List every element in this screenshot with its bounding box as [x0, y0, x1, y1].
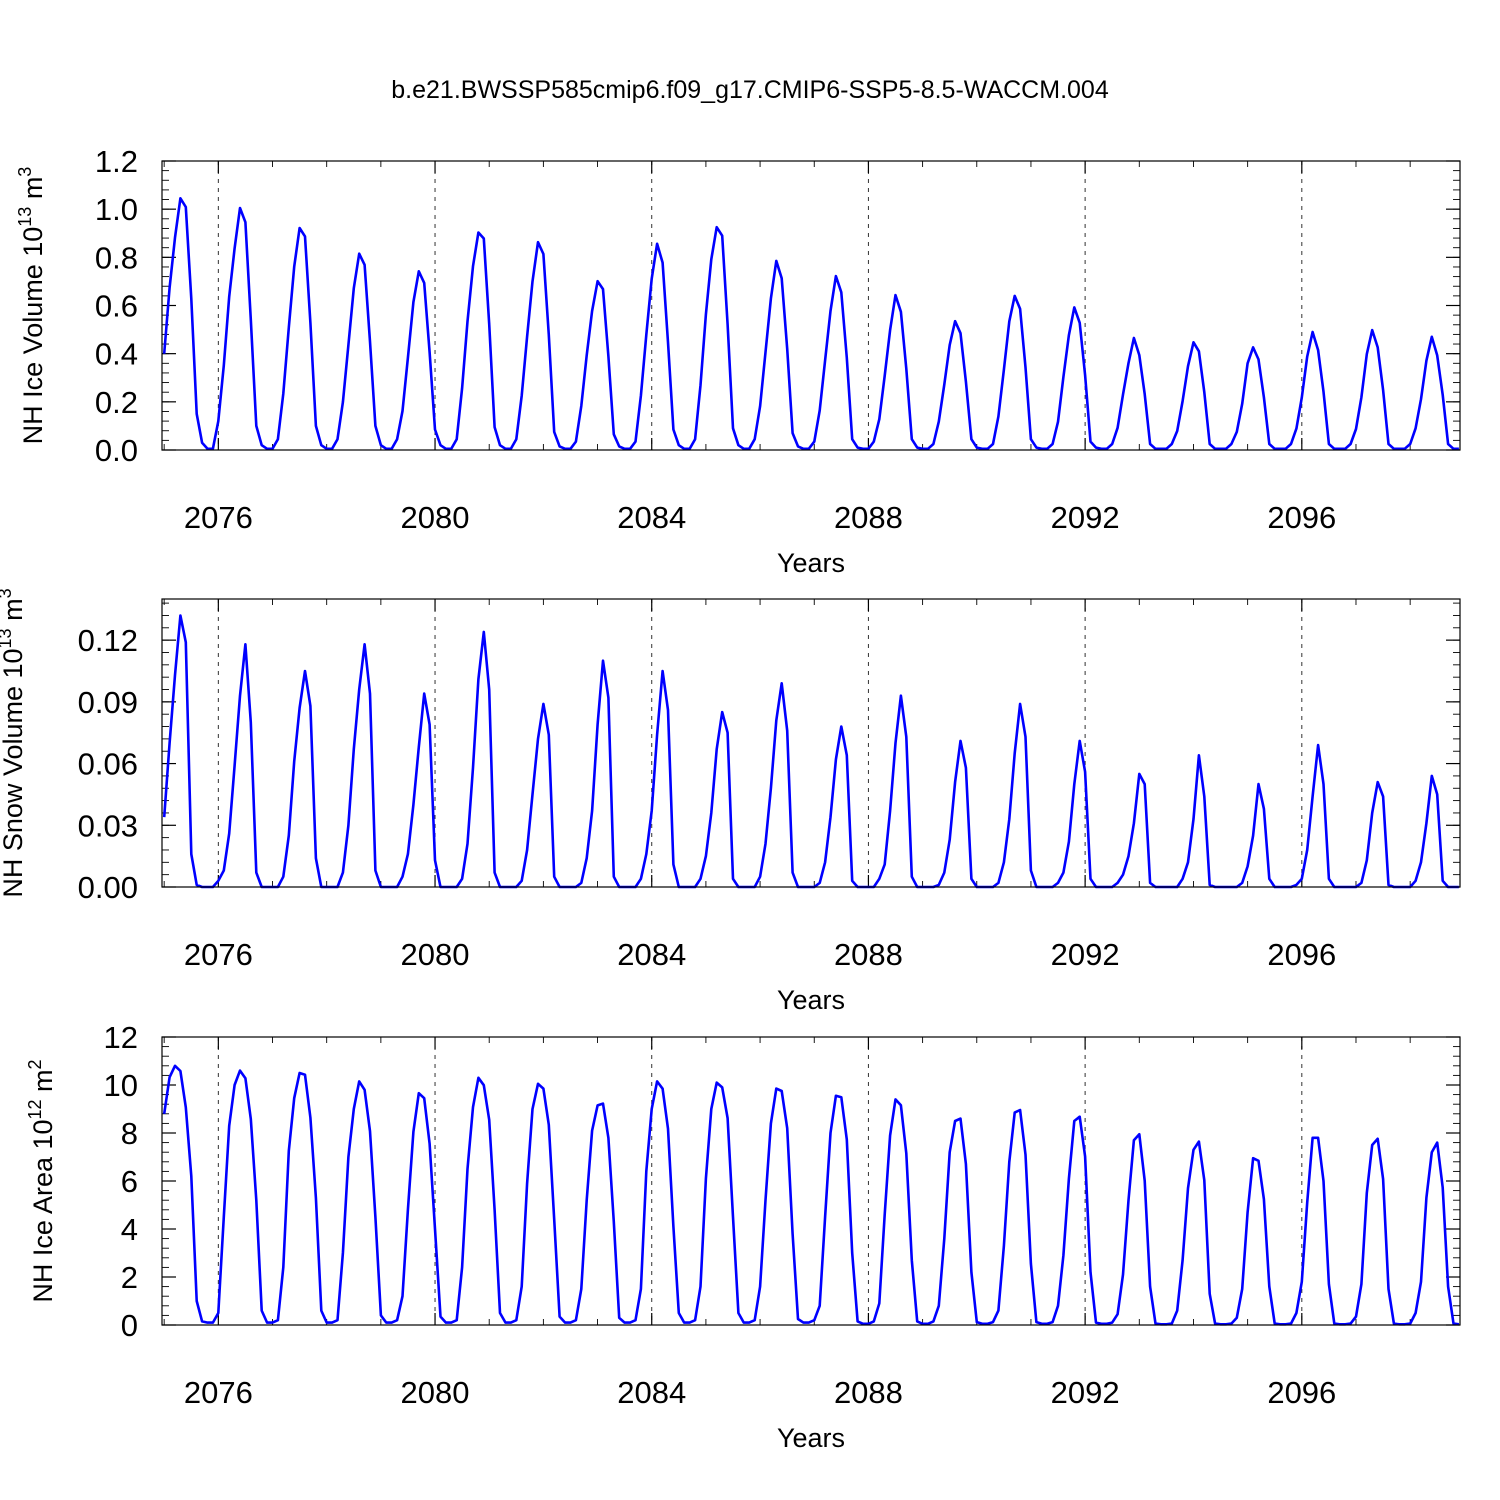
snow-volume-y-tick-label: 0.00	[78, 870, 138, 905]
ice-volume-x-tick-label: 2096	[1267, 500, 1336, 535]
ice-area-y-tick-label: 2	[121, 1260, 138, 1295]
snow-volume-series-line	[162, 614, 1459, 889]
ice-volume-y-tick-label: 0.2	[95, 385, 138, 420]
ice-volume-y-tick-label: 0.0	[95, 433, 138, 468]
ice-area-x-tick-label: 2076	[184, 1375, 253, 1410]
ice-area-y-tick-label: 0	[121, 1308, 138, 1343]
snow-volume-y-tick-label: 0.09	[78, 685, 138, 720]
ice-volume-y-axis-label: NH Ice Volume 1013 m3	[15, 167, 48, 445]
snow-volume-plot-frame	[161, 598, 1461, 888]
ice-area-panel: 2076 2080 2084 2088 2092 2096 0 2 4 6 8 10 12 Years NH…	[25, 1020, 1461, 1453]
ice-volume-y-tick-label: 0.6	[95, 289, 138, 324]
ice-area-x-tick-label: 2084	[617, 1375, 686, 1410]
ice-area-y-tick-label: 10	[104, 1068, 138, 1103]
ice-area-y-axis-label: NH Ice Area 1012 m2	[25, 1059, 58, 1302]
snow-volume-panel: 2076 2080 2084 2088 2092 2096 0.00 0.03 0.06 0.09…	[0, 588, 1461, 1015]
snow-volume-y-axis-label: NH Snow Volume 1013 m3	[0, 588, 28, 897]
snow-volume-x-tick-label: 2096	[1267, 937, 1336, 972]
snow-volume-x-tick-label: 2088	[834, 937, 903, 972]
ice-area-y-tick-label: 8	[121, 1116, 138, 1151]
ice-volume-series-line	[162, 197, 1459, 451]
snow-volume-x-tick-label: 2080	[401, 937, 470, 972]
ice-volume-x-tick-label: 2092	[1051, 500, 1120, 535]
panels-container: 2076 2080 2084 2088 2092 20960.00.20.40.60.81…	[0, 144, 1461, 1453]
ice-area-y-tick-label: 12	[104, 1020, 138, 1055]
ice-volume-y-tick-label: 1.0	[95, 192, 138, 227]
ice-volume-x-tick-label: 2084	[617, 500, 686, 535]
ice-volume-panel: 2076 2080 2084 2088 2092 2096 0.0 0.2 0.4 0.6 0.8 1…	[15, 144, 1461, 578]
ice-volume-y-tick-label: 1.2	[95, 144, 138, 179]
ice-area-x-axis-label: Years	[777, 1423, 845, 1453]
ice-volume-x-tick-label: 2088	[834, 500, 903, 535]
ice-area-plot-frame	[161, 1036, 1461, 1326]
snow-volume-y-tick-label: 0.03	[78, 808, 138, 843]
snow-volume-y-tick-label: 0.12	[78, 623, 138, 658]
ice-volume-x-axis-label: Years	[777, 548, 845, 578]
snow-volume-x-tick-label: 2084	[617, 937, 686, 972]
ice-area-series-line	[162, 1064, 1460, 1326]
ice-volume-x-tick-label: 2076	[184, 500, 253, 535]
ice-area-y-tick-label: 6	[121, 1164, 138, 1199]
snow-volume-x-axis-label: Years	[777, 985, 845, 1015]
ice-area-x-tick-label: 2096	[1267, 1375, 1336, 1410]
ice-volume-x-tick-label: 2080	[401, 500, 470, 535]
ice-area-y-tick-label: 4	[121, 1212, 138, 1247]
snow-volume-x-tick-label: 2076	[184, 937, 253, 972]
ice-volume-y-tick-label: 0.8	[95, 240, 138, 275]
ice-area-x-tick-label: 2088	[834, 1375, 903, 1410]
ice-area-x-tick-label: 2092	[1051, 1375, 1120, 1410]
snow-volume-y-tick-label: 0.06	[78, 747, 138, 782]
ice-volume-plot-frame	[161, 160, 1461, 451]
ice-area-x-tick-label: 2080	[401, 1375, 470, 1410]
figure-title: b.e21.BWSSP585cmip6.f09_g17.CMIP6-SSP5-8…	[391, 76, 1109, 104]
ice-volume-y-tick-label: 0.4	[95, 337, 138, 372]
snow-volume-x-tick-label: 2092	[1051, 937, 1120, 972]
